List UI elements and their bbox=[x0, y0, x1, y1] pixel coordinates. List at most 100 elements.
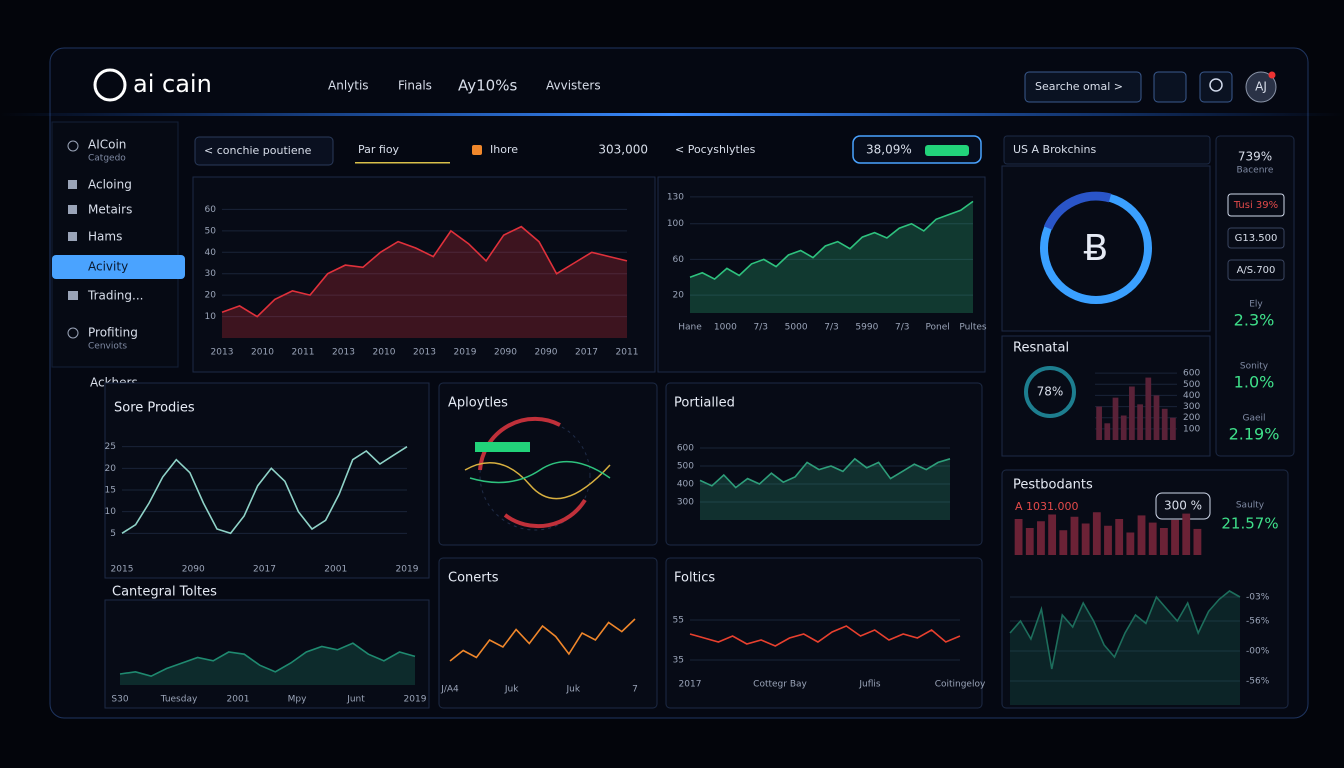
x-tick-label: Pultes bbox=[959, 323, 987, 333]
y-tick-label: 200 bbox=[1183, 413, 1200, 423]
stat-box bbox=[1227, 193, 1285, 217]
bar bbox=[1025, 528, 1034, 555]
bar bbox=[1048, 514, 1057, 555]
sidebar-item[interactable]: Hams bbox=[88, 230, 122, 244]
asset-select[interactable] bbox=[1003, 135, 1211, 165]
x-tick-label: Ponel bbox=[925, 323, 949, 333]
panel-title: Portialled bbox=[674, 396, 735, 411]
bar bbox=[1137, 404, 1143, 440]
sidebar-item[interactable]: Metairs bbox=[88, 203, 132, 217]
x-tick-label: Tuesday bbox=[160, 695, 198, 705]
sidebar-item[interactable]: AICoin bbox=[88, 138, 126, 152]
sidebar-active bbox=[52, 255, 185, 279]
bar bbox=[1014, 519, 1023, 555]
logo-icon bbox=[93, 68, 127, 102]
y-tick-label: 20 bbox=[105, 464, 117, 474]
panel-title: Pestbodants bbox=[1013, 478, 1093, 493]
y-tick-label: 35 bbox=[673, 656, 684, 666]
bar bbox=[1059, 530, 1068, 555]
y-tick-label: 25 bbox=[105, 442, 116, 452]
bar bbox=[1126, 532, 1135, 555]
line bbox=[119, 642, 416, 678]
x-tick-label: 2001 bbox=[227, 695, 250, 705]
nav-item[interactable]: Finals bbox=[398, 79, 432, 93]
line bbox=[1009, 590, 1241, 670]
header-glow bbox=[0, 113, 1344, 116]
area bbox=[222, 226, 627, 338]
x-tick-label: J/A4 bbox=[440, 685, 459, 695]
x-tick-label: 2017 bbox=[679, 680, 702, 690]
icon-button[interactable] bbox=[1199, 71, 1233, 103]
search-box[interactable] bbox=[1024, 71, 1142, 103]
stat-value: 2.3% bbox=[1234, 311, 1275, 330]
tab[interactable]: Par fioy bbox=[358, 143, 400, 156]
stat-label: Ely bbox=[1249, 300, 1263, 310]
bar bbox=[1148, 522, 1157, 555]
y-tick-label: 10 bbox=[105, 507, 117, 517]
stat-value: Tusi 39% bbox=[1233, 200, 1278, 211]
ratio: A 1031.000 bbox=[1015, 500, 1079, 513]
back-button[interactable] bbox=[194, 136, 334, 166]
bar bbox=[1120, 415, 1127, 440]
bar bbox=[1096, 406, 1102, 440]
asset-icon: Ƀ bbox=[1084, 228, 1109, 269]
sidebar-item[interactable]: Acloing bbox=[88, 178, 132, 192]
panel-title: Foltics bbox=[674, 571, 715, 586]
nav-item[interactable]: Anlytis bbox=[328, 79, 369, 93]
back-text: < conchie poutiene bbox=[204, 144, 312, 157]
x-tick-label: 2013 bbox=[413, 348, 436, 358]
stat-label: Gaeil bbox=[1242, 414, 1265, 424]
amount: 303,000 bbox=[598, 143, 648, 157]
panel bbox=[665, 557, 983, 709]
x-tick-label: 2090 bbox=[494, 348, 517, 358]
y-tick-label: 600 bbox=[677, 444, 694, 454]
stat-label: Sonity bbox=[1240, 362, 1269, 372]
x-tick-label: Mpy bbox=[288, 695, 307, 705]
sidebar-item[interactable]: Profiting bbox=[88, 326, 138, 340]
rate-badge bbox=[925, 145, 969, 156]
x-tick-label: 2011 bbox=[292, 348, 315, 358]
y-tick-label: 400 bbox=[1183, 391, 1200, 401]
panel-title: Conerts bbox=[448, 571, 499, 586]
x-tick-label: 2013 bbox=[332, 348, 355, 358]
bar bbox=[1171, 519, 1179, 555]
line bbox=[221, 225, 628, 318]
icon-button[interactable] bbox=[1153, 71, 1187, 103]
sidebar-sub: Cenviots bbox=[88, 342, 127, 352]
avatar[interactable] bbox=[1245, 71, 1277, 103]
area bbox=[700, 458, 950, 520]
bar bbox=[1081, 523, 1090, 555]
nav-item[interactable]: Ay10%s bbox=[458, 77, 517, 95]
sidebar-icons bbox=[67, 140, 79, 339]
y-tick-label: 20 bbox=[673, 291, 685, 301]
bar bbox=[1145, 377, 1152, 440]
sidebar-item[interactable]: Acivity bbox=[88, 260, 128, 274]
stat-value: 1.0% bbox=[1234, 373, 1275, 392]
stat-value: 21.57% bbox=[1221, 515, 1278, 533]
x-tick-label: 2090 bbox=[182, 565, 205, 575]
bar bbox=[1153, 395, 1160, 440]
x-tick-label: 2010 bbox=[251, 348, 274, 358]
x-tick-label: 2001 bbox=[324, 565, 347, 575]
x-tick-label: 5000 bbox=[785, 323, 808, 333]
sidebar-item[interactable]: Trading... bbox=[87, 289, 143, 303]
nav-item[interactable]: Avvisters bbox=[546, 79, 601, 93]
bar bbox=[1137, 515, 1146, 555]
stat-value: 2.19% bbox=[1229, 425, 1280, 444]
area bbox=[120, 643, 415, 685]
avatar-text: AJ bbox=[1255, 80, 1267, 94]
y-tick-label: -56% bbox=[1246, 617, 1270, 627]
tab-icon bbox=[472, 145, 482, 155]
tab[interactable]: Ihore bbox=[490, 143, 518, 156]
badge: 300 % bbox=[1164, 499, 1202, 513]
y-tick-label: 300 bbox=[677, 498, 694, 508]
link[interactable]: < Pocyshlytles bbox=[675, 143, 756, 156]
line bbox=[689, 200, 974, 281]
panel bbox=[438, 382, 658, 546]
bar bbox=[1070, 516, 1079, 555]
y-tick-label: 20 bbox=[205, 291, 217, 301]
y-tick-label: 600 bbox=[1183, 369, 1200, 379]
y-tick-label: 15 bbox=[105, 486, 116, 496]
radial-graphic bbox=[464, 416, 611, 531]
